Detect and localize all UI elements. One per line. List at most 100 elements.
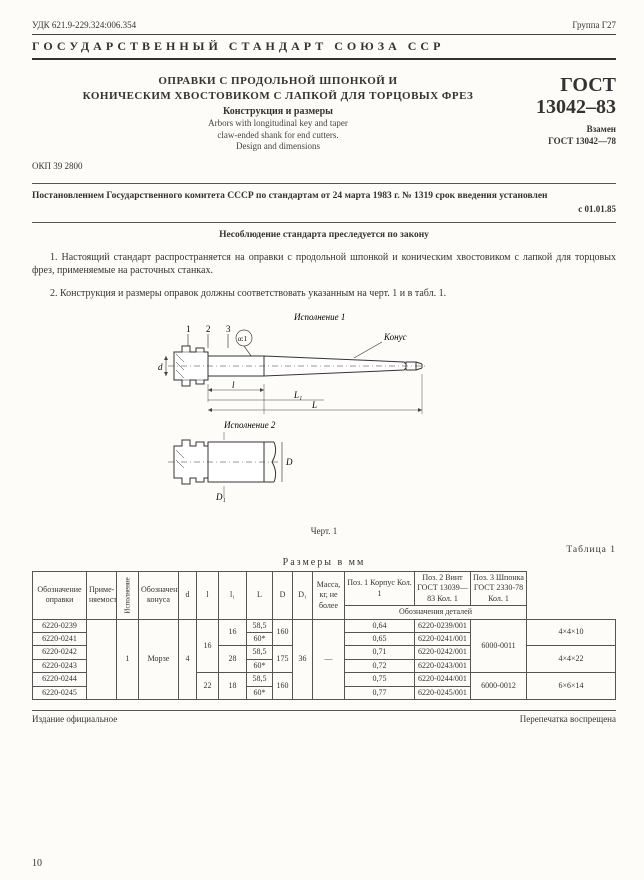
law: Несоблюдение стандарта преследуется по з… (32, 229, 616, 241)
cell: 6220-0245 (33, 686, 87, 699)
header-block: ОПРАВКИ С ПРОДОЛЬНОЙ ШПОНКОЙ И КОНИЧЕСКИ… (32, 74, 616, 153)
decree: Постановлением Государственного комитета… (32, 190, 616, 202)
gost-repl2: ГОСТ 13042—78 (536, 136, 616, 148)
svg-text:Исполнение 2: Исполнение 2 (223, 420, 276, 430)
cell: 0,71 (345, 646, 415, 659)
drawing-svg: Исполнение 1 1 2 3 α:1 Конус (154, 310, 494, 520)
cell (87, 619, 117, 699)
gost-num: 13042–83 (536, 96, 616, 118)
cell: 58,5 (247, 646, 273, 659)
cell: 6220-0239/001 (415, 619, 471, 632)
cell: 160 (273, 619, 293, 646)
th: Исполнение (117, 572, 139, 620)
cell: 28 (219, 646, 247, 673)
th: D (273, 572, 293, 620)
th: Поз. 1 Корпус Кол. 1 (345, 572, 415, 606)
cell: 6220-0243 (33, 659, 87, 672)
cell: 18 (219, 673, 247, 700)
table-row: 6220-0239 1 Морзе 4 16 16 58,5 160 36 — … (33, 619, 616, 632)
svg-text:Конус: Конус (383, 332, 407, 342)
rule (32, 183, 616, 184)
th: Обозначение конуса (139, 572, 179, 620)
svg-text:L: L (311, 400, 317, 410)
cell: 6220-0243/001 (415, 659, 471, 672)
title-line1: ОПРАВКИ С ПРОДОЛЬНОЙ ШПОНКОЙ И (32, 74, 524, 88)
cell: 6220-0244 (33, 673, 87, 686)
cell: 6220-0244/001 (415, 673, 471, 686)
th: Приме-няемость (87, 572, 117, 620)
drawing: Исполнение 1 1 2 3 α:1 Конус (32, 310, 616, 538)
group-code: Группа Г27 (572, 20, 616, 32)
footer-left: Издание официальное (32, 714, 117, 726)
cell: 4 (179, 619, 197, 699)
razm-title: Размеры в мм (32, 556, 616, 569)
svg-text:1: 1 (186, 324, 191, 334)
page-number: 10 (32, 857, 42, 870)
th: d (179, 572, 197, 620)
svg-text:3: 3 (226, 324, 231, 334)
footer-right: Перепечатка воспрещена (520, 714, 616, 726)
eff-date: с 01.01.85 (32, 204, 616, 216)
cell: 0,77 (345, 686, 415, 699)
cell: 4×4×10 (527, 619, 616, 646)
cell: 60* (247, 686, 273, 699)
gost-repl1: Взамен (536, 124, 616, 136)
title-line2: КОНИЧЕСКИМ ХВОСТОВИКОМ С ЛАПКОЙ ДЛЯ ТОРЦ… (32, 89, 524, 103)
cell: 36 (293, 619, 313, 699)
cell: 6220-0241/001 (415, 632, 471, 645)
th: L (247, 572, 273, 620)
th: Масса, кг, не более (313, 572, 345, 620)
udk-row: УДК 621.9-229.324:006.354 Группа Г27 (32, 20, 616, 32)
cell: 16 (219, 619, 247, 646)
cell: 160 (273, 673, 293, 700)
para2: 2. Конструкция и размеры оправок должны … (32, 287, 616, 300)
udk-code: УДК 621.9-229.324:006.354 (32, 20, 136, 32)
cell: 6220-0239 (33, 619, 87, 632)
cell: 22 (197, 673, 219, 700)
cell: 16 (197, 619, 219, 673)
cell: 60* (247, 659, 273, 672)
th: Обозначение оправки (33, 572, 87, 620)
table-label: Таблица 1 (32, 544, 616, 556)
footer: Издание официальное Перепечатка воспреще… (32, 710, 616, 726)
svg-text:Исполнение 1: Исполнение 1 (293, 312, 345, 322)
th-sub: Обозначения деталей (345, 606, 527, 619)
rule (32, 222, 616, 223)
data-table: Обозначение оправки Приме-няемость Испол… (32, 571, 616, 700)
title-eng2: claw-ended shank for end cutters. (32, 130, 524, 142)
para1: 1. Настоящий стандарт распространяется н… (32, 251, 616, 277)
gost-word: ГОСТ (536, 74, 616, 96)
cell: 0,75 (345, 673, 415, 686)
title-eng1: Arbors with longitudinal key and taper (32, 118, 524, 130)
svg-text:2: 2 (206, 324, 211, 334)
cell: 1 (117, 619, 139, 699)
cell: 6220-0242/001 (415, 646, 471, 659)
cell: 175 (273, 646, 293, 673)
rule (32, 34, 616, 35)
chert-label: Черт. 1 (32, 526, 616, 538)
cell: 6220-0245/001 (415, 686, 471, 699)
decree-text: Постановлением Государственного комитета… (32, 191, 548, 201)
th: Поз. 3 Шпонка ГОСТ 2330-78 Кол. 1 (471, 572, 527, 606)
cell: 6220-0241 (33, 632, 87, 645)
cell: 6×6×14 (527, 673, 616, 700)
cell: 58,5 (247, 619, 273, 632)
svg-text:α:1: α:1 (238, 335, 248, 343)
cell: 60* (247, 632, 273, 645)
banner: ГОСУДАРСТВЕННЫЙ СТАНДАРТ СОЮЗА ССР (32, 39, 616, 61)
th: Поз. 2 Винт ГОСТ 13039—83 Кол. 1 (415, 572, 471, 606)
cell: 6220-0242 (33, 646, 87, 659)
svg-text:L₁: L₁ (293, 390, 302, 400)
cell: 58,5 (247, 673, 273, 686)
cell: Морзе (139, 619, 179, 699)
cell: 0,72 (345, 659, 415, 672)
svg-text:D: D (285, 457, 293, 467)
th: D₁ (293, 572, 313, 620)
title-eng3: Design and dimensions (32, 141, 524, 153)
title-sub: Конструкция и размеры (32, 105, 524, 118)
cell: 0,64 (345, 619, 415, 632)
svg-text:d: d (158, 362, 163, 372)
cell: — (313, 619, 345, 699)
cell: 6000-0011 (471, 619, 527, 673)
okp: ОКП 39 2800 (32, 161, 616, 173)
